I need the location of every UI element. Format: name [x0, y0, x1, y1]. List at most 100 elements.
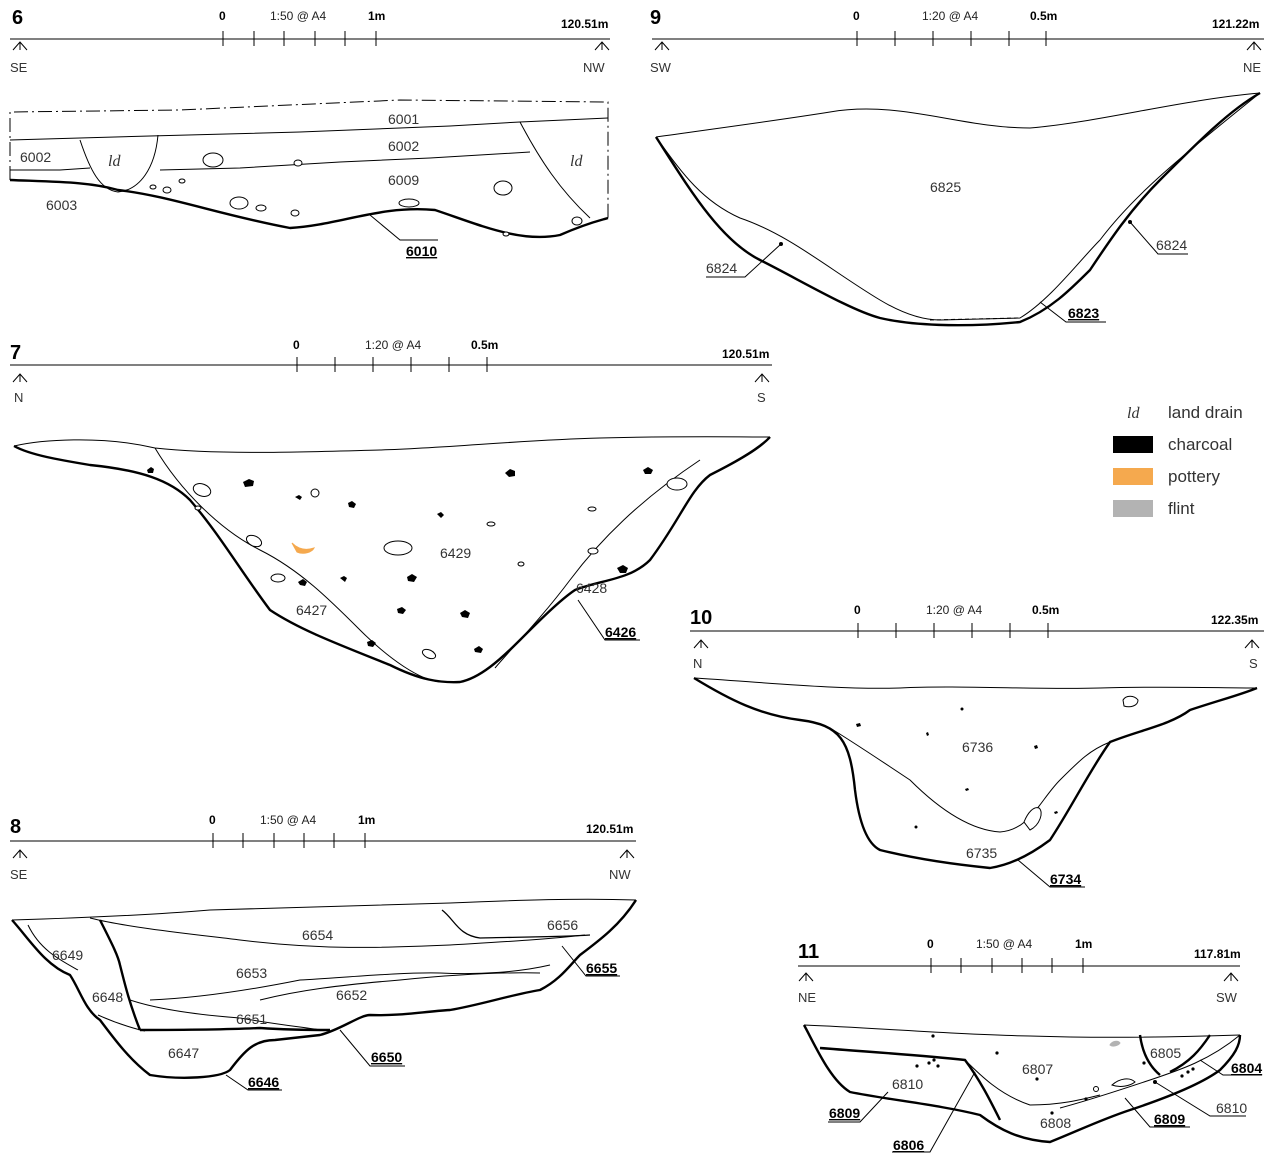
cut-label: 6010 — [406, 243, 437, 259]
scale-ratio: 1:50 @ A4 — [976, 937, 1033, 951]
direction-left: NE — [798, 990, 816, 1005]
scale-ratio: 1:20 @ A4 — [365, 338, 422, 352]
layer-label: 6810 — [892, 1076, 923, 1092]
legend-label: flint — [1168, 499, 1195, 518]
charcoal-fragments — [856, 707, 1058, 829]
layer-label: 6735 — [966, 845, 997, 861]
scale-ratio: 1:50 @ A4 — [260, 813, 317, 827]
direction-right: S — [757, 390, 766, 405]
layer-label: 6825 — [930, 179, 961, 195]
layer-label: 6002 — [388, 138, 419, 154]
layer-label: 6003 — [46, 197, 77, 213]
orientation-arrow-icon — [619, 849, 635, 859]
layer-label: 6810 — [1216, 1100, 1247, 1116]
cut-label: 6655 — [586, 960, 617, 976]
orientation-arrow-icon — [693, 639, 709, 649]
orientation-arrow-icon — [1246, 41, 1262, 51]
section-number: 11 — [798, 941, 819, 963]
direction-right: NE — [1243, 60, 1261, 75]
cut-label: 6734 — [1050, 871, 1081, 887]
direction-left: N — [14, 390, 23, 405]
orientation-arrow-icon — [12, 41, 28, 51]
layer-label: 6429 — [440, 545, 471, 561]
section-number: 9 — [650, 7, 661, 29]
layer-label: 6427 — [296, 602, 327, 618]
cut-label: 6809 — [829, 1105, 860, 1121]
layer-label: 6653 — [236, 965, 267, 981]
direction-right: S — [1249, 656, 1258, 671]
orientation-arrow-icon — [1244, 639, 1260, 649]
layer-label: 6652 — [336, 987, 367, 1003]
layer-label: 6805 — [1150, 1045, 1181, 1061]
direction-left: SE — [10, 60, 28, 75]
section-6: 6 0 1:50 @ A4 1m 120.51m SE NW — [9, 7, 610, 259]
scale-zero: 0 — [853, 9, 860, 23]
flint-fragment — [1109, 1040, 1121, 1047]
legend-label: charcoal — [1168, 435, 1232, 454]
scale-end: 1m — [368, 9, 385, 23]
section-10: 10 0 1:20 @ A4 0.5m 122.35m N S 6736 — [690, 603, 1264, 888]
layer-label: 6649 — [52, 947, 83, 963]
layer-label: 6647 — [168, 1045, 199, 1061]
charcoal-fragments — [147, 467, 653, 653]
layer-label: 6736 — [962, 739, 993, 755]
orientation-arrow-icon — [594, 41, 610, 51]
scale-end: 0.5m — [1032, 603, 1059, 617]
cut-label: 6426 — [605, 624, 636, 640]
elevation-label: 121.22m — [1212, 17, 1259, 31]
legend-swatch-pottery — [1113, 468, 1153, 485]
cut-boundary — [693, 676, 1258, 870]
direction-left: SE — [10, 867, 28, 882]
layer-label: 6009 — [388, 172, 419, 188]
section-number: 10 — [690, 607, 712, 629]
elevation-label: 117.81m — [1194, 947, 1241, 961]
cut-label: 6650 — [371, 1049, 402, 1065]
section-number: 6 — [12, 7, 23, 29]
scale-zero: 0 — [854, 603, 861, 617]
pottery-sherd — [291, 542, 315, 554]
land-drain-label: ld — [570, 153, 583, 170]
direction-right: NW — [609, 867, 631, 882]
orientation-arrow-icon — [1223, 972, 1239, 982]
elevation-label: 122.35m — [1211, 613, 1258, 627]
legend-label: land drain — [1168, 403, 1243, 422]
elevation-label: 120.51m — [586, 822, 633, 836]
legend-swatch-flint — [1113, 500, 1153, 517]
layer-label: 6808 — [1040, 1115, 1071, 1131]
cut-label: 6823 — [1068, 305, 1099, 321]
cut-boundary — [9, 178, 609, 239]
section-8: 8 0 1:50 @ A4 1m 120.51m SE NW 6654 6656… — [10, 813, 638, 1091]
legend-swatch-charcoal — [1113, 436, 1153, 453]
layer-label: 6428 — [576, 580, 607, 596]
section-number: 8 — [10, 816, 21, 838]
layer-label: 6001 — [388, 111, 419, 127]
charcoal-fragments — [915, 1034, 1195, 1115]
scale-end: 0.5m — [1030, 9, 1057, 23]
elevation-label: 120.51m — [722, 347, 769, 361]
orientation-arrow-icon — [798, 972, 814, 982]
scale-ratio: 1:20 @ A4 — [926, 603, 983, 617]
layer-label: 6648 — [92, 989, 123, 1005]
section-limit — [9, 99, 609, 218]
scale-zero: 0 — [293, 338, 300, 352]
scale-zero: 0 — [209, 813, 216, 827]
layer-label: 6656 — [547, 917, 578, 933]
orientation-arrow-icon — [12, 373, 28, 383]
layer-label: 6824 — [706, 260, 737, 276]
section-11: 11 0 1:50 @ A4 1m 117.81m NE SW — [798, 937, 1262, 1153]
scale-zero: 0 — [927, 937, 934, 951]
scale-zero: 0 — [219, 9, 226, 23]
scale-end: 1m — [1075, 937, 1092, 951]
cut-boundary — [802, 1024, 1242, 1144]
section-number: 7 — [10, 342, 21, 364]
legend-symbol: ld — [1127, 405, 1140, 422]
scale-ratio: 1:20 @ A4 — [922, 9, 979, 23]
section-7: 7 0 1:20 @ A4 0.5m 120.51m N S — [10, 338, 772, 684]
cut-label: 6806 — [893, 1137, 924, 1153]
scale-end: 0.5m — [471, 338, 498, 352]
cut-label: 6646 — [248, 1074, 279, 1090]
direction-right: SW — [1216, 990, 1238, 1005]
cut-boundary — [13, 436, 771, 684]
orientation-arrow-icon — [12, 849, 28, 859]
scale-end: 1m — [358, 813, 375, 827]
